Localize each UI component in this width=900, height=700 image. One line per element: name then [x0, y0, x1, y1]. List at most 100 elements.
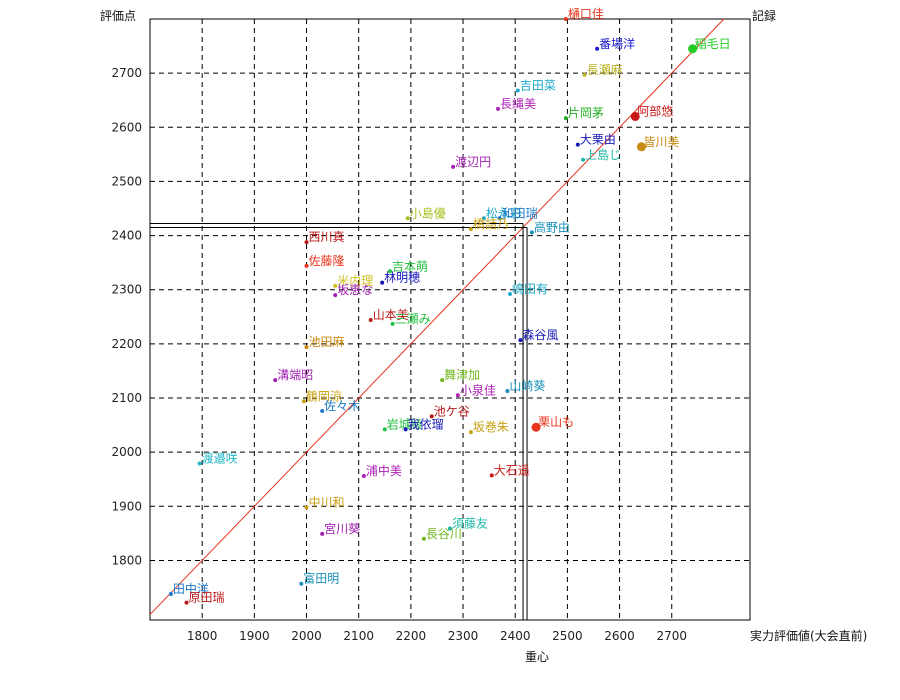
data-point-label: 鶴岡涼	[306, 388, 342, 403]
x-tick-label: 2000	[291, 629, 322, 643]
data-point-label: 山崎葵	[509, 379, 545, 393]
data-point-label: 上島じ	[585, 147, 621, 162]
data-point-label: 池田麻	[309, 334, 345, 349]
data-point-label: 原田瑞	[189, 591, 225, 605]
data-point-label: 浦中美	[366, 463, 402, 478]
data-point	[508, 292, 512, 297]
data-point-label: 栗山も	[538, 415, 574, 429]
data-point	[531, 422, 541, 432]
y-tick-label: 2100	[111, 391, 142, 405]
data-point	[481, 216, 486, 221]
data-point	[403, 427, 408, 432]
data-point-label: 大栗由	[580, 133, 616, 147]
data-point-label: 渡辺円	[455, 154, 491, 169]
data-point	[304, 505, 309, 510]
data-point	[361, 473, 366, 478]
data-point-label: 田中洋	[173, 581, 209, 596]
plot-frame	[149, 18, 751, 621]
data-point-label: 溝端昭	[277, 368, 313, 382]
data-point	[382, 427, 387, 432]
data-point-label: 吉本萌	[392, 259, 428, 273]
data-point	[563, 17, 568, 21]
data-point-label: 渡邉咲	[202, 451, 238, 466]
data-point-label: 高野由	[534, 219, 570, 234]
y-tick-label: 2200	[111, 337, 142, 351]
data-point-label: 松永彩	[486, 206, 522, 220]
x-axis-bottom-title: 重心	[525, 650, 549, 664]
data-point	[304, 345, 309, 350]
x-tick-label: 2300	[448, 629, 479, 643]
data-point	[184, 600, 189, 605]
data-point-label: 舞津加	[444, 368, 480, 382]
data-point	[563, 116, 568, 121]
data-point-label: 大石遥	[494, 463, 530, 477]
data-point	[468, 430, 473, 435]
y-tick-label: 2700	[111, 66, 142, 80]
data-point	[440, 378, 445, 383]
y-tick-label: 2600	[111, 120, 142, 134]
data-point	[636, 142, 646, 152]
data-point-label: 小泉佳	[460, 383, 496, 397]
x-tick-label: 1800	[187, 629, 218, 643]
data-point-label: 宮川葵	[324, 521, 360, 536]
data-point-label: 長瀬麻	[587, 62, 623, 77]
data-point-label: 佐藤隆	[309, 253, 345, 268]
y-tick-label: 1900	[111, 499, 142, 513]
data-point	[421, 536, 426, 541]
data-point	[388, 269, 392, 274]
data-point	[320, 409, 325, 414]
data-point-label: 小島優	[410, 205, 446, 220]
data-point	[497, 216, 502, 221]
data-point-label: 番場洋	[599, 36, 635, 51]
data-point-label: 米内理	[337, 274, 373, 288]
y-tick-label: 2300	[111, 283, 142, 297]
data-point-label: 森谷風	[522, 327, 558, 342]
data-point-label: 我依瑠	[408, 416, 444, 431]
data-point	[320, 531, 325, 536]
data-point	[333, 283, 338, 288]
data-point-label: 須藤友	[452, 516, 488, 530]
data-point	[595, 46, 600, 51]
x-tick-label: 2500	[552, 629, 583, 643]
data-point	[468, 227, 473, 232]
data-point	[455, 393, 460, 398]
data-point-label: 山本美	[373, 308, 409, 322]
diagonal-reference-line	[149, 18, 725, 615]
x-tick-label: 2400	[500, 629, 531, 643]
data-point-label: 佐々木	[324, 399, 360, 413]
data-point	[390, 321, 395, 326]
data-point	[575, 142, 580, 147]
data-point	[582, 72, 587, 77]
data-point	[304, 263, 309, 268]
data-point	[168, 592, 173, 597]
data-point	[368, 318, 373, 323]
y-axis-title: 評価点	[100, 8, 136, 23]
y-tick-labels: 1800 1900 2000 2100 2200 2300 2400 2500 2600 2700	[111, 66, 142, 567]
data-point-label: 富田明	[303, 571, 339, 586]
data-point-label: 吉田菜	[520, 78, 556, 92]
data-point	[630, 111, 640, 121]
data-point	[688, 44, 698, 54]
y-tick-label: 2400	[111, 229, 142, 243]
data-point-label: 中川和	[309, 494, 345, 509]
data-point-label: 嶋田有	[512, 282, 548, 296]
data-point	[333, 293, 338, 298]
data-point-label: 三瀬み	[395, 312, 431, 326]
x-tick-label: 1900	[239, 629, 270, 643]
x-tick-label: 2600	[604, 629, 635, 643]
data-point	[451, 164, 456, 169]
data-point	[304, 240, 309, 245]
y-tick-label: 1800	[111, 553, 142, 567]
data-point	[496, 106, 500, 111]
data-point	[429, 414, 434, 419]
data-point	[505, 388, 510, 393]
data-point-label: 長縄美	[500, 96, 536, 111]
x-tick-labels: 1800 1900 2000 2100 2200 2300 2400 2500 2600 2700	[187, 629, 687, 643]
data-point	[273, 378, 278, 383]
x-tick-label: 2200	[396, 629, 427, 643]
data-point-label: 稲毛日	[695, 37, 731, 51]
x-tick-label: 2100	[343, 629, 374, 643]
data-point-label: 西川真	[309, 230, 345, 244]
data-point-label: 岩城綾	[387, 416, 423, 431]
